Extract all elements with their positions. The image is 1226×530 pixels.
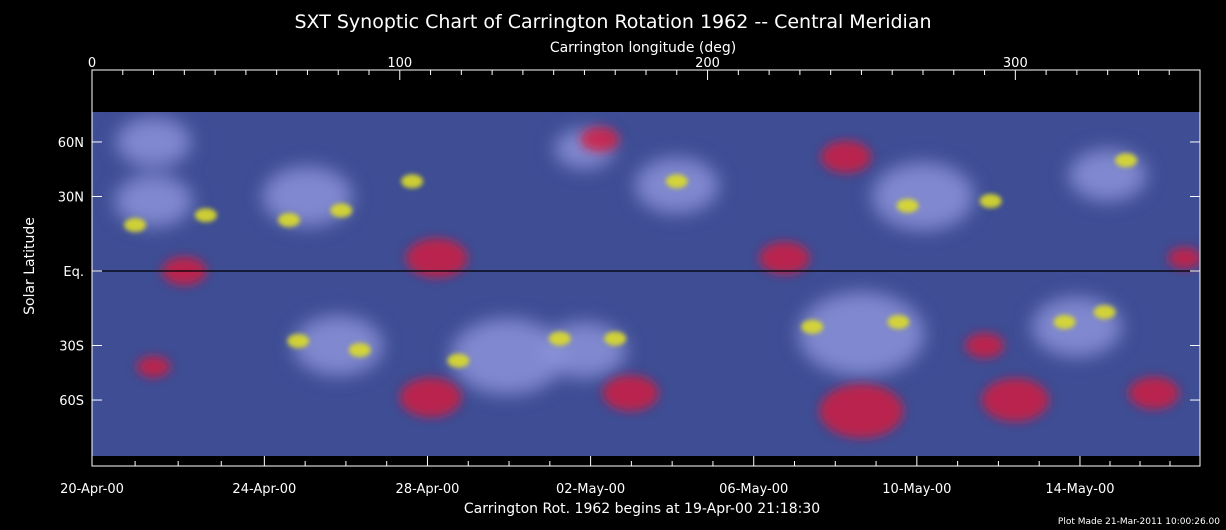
top-tick-label: 100 — [387, 56, 412, 71]
lat-tick-label: 30N — [58, 191, 84, 206]
active-region-2 — [194, 208, 217, 223]
loop-region-6 — [293, 315, 384, 376]
coronal-hole-2 — [580, 126, 620, 152]
coronal-hole-1 — [405, 238, 468, 278]
loop-region-1 — [114, 175, 193, 227]
coronal-hole-8 — [602, 375, 659, 412]
y-axis-label: Solar Latitude — [22, 217, 38, 315]
loop-region-8 — [542, 322, 627, 378]
active-region-16 — [887, 315, 910, 329]
plot-footer: Plot Made 21-Mar-2011 10:00:26.00 — [1058, 517, 1220, 527]
active-region-4 — [330, 203, 353, 218]
bottom-axis-label: Carrington Rot. 1962 begins at 19-Apr-00… — [464, 501, 820, 517]
date-tick-label: 28-Apr-00 — [396, 482, 460, 497]
active-region-17 — [1053, 315, 1076, 329]
active-region-13 — [548, 331, 571, 346]
active-region-18 — [1093, 305, 1116, 320]
active-region-12 — [447, 353, 470, 368]
lat-tick-label: 60N — [58, 136, 84, 151]
active-region-9 — [1115, 153, 1138, 168]
loop-region-12 — [116, 117, 192, 167]
loop-region-9 — [798, 292, 925, 376]
active-region-6 — [665, 174, 688, 189]
loop-region-7 — [450, 318, 565, 395]
lat-tick-label: Eq. — [63, 265, 84, 280]
date-tick-label: 24-Apr-00 — [232, 482, 296, 497]
lat-tick-label: 60S — [59, 394, 84, 409]
coronal-hole-3 — [820, 140, 872, 174]
top-tick-label: 0 — [88, 56, 96, 71]
coronal-hole-9 — [819, 384, 904, 438]
date-tick-label: 20-Apr-00 — [60, 482, 124, 497]
coronal-hole-13 — [1167, 247, 1200, 269]
loop-region-4 — [872, 162, 974, 231]
date-tick-label: 02-May-00 — [556, 482, 625, 497]
top-tick-label: 300 — [1003, 56, 1028, 71]
chart-axes: 0 100 200 300 60N 30N Eq. 30S 60S 14-May-00 10-May… — [58, 56, 1201, 497]
chart-title: SXT Synoptic Chart of Carrington Rotatio… — [294, 11, 931, 33]
lat-tick-label: 30S — [59, 340, 84, 355]
active-region-7 — [896, 198, 919, 213]
active-region-8 — [979, 194, 1002, 208]
date-tick-label: 06-May-00 — [719, 482, 788, 497]
active-region-10 — [287, 334, 310, 348]
active-region-5 — [401, 174, 424, 189]
top-tick-label: 200 — [695, 56, 720, 71]
active-region-1 — [124, 218, 147, 232]
date-tick-label: 10-May-00 — [882, 482, 951, 497]
date-tick-label: 14-May-00 — [1045, 482, 1114, 497]
active-region-11 — [348, 343, 371, 357]
active-region-3 — [278, 213, 300, 227]
active-region-15 — [801, 319, 824, 334]
coronal-hole-12 — [965, 332, 1005, 359]
top-axis-label: Carrington longitude (deg) — [550, 40, 736, 56]
loop-region-2 — [262, 166, 353, 227]
coronal-hole-4 — [759, 241, 810, 275]
coronal-hole-11 — [1128, 376, 1180, 410]
coronal-hole-10 — [981, 378, 1049, 422]
active-region-14 — [604, 331, 627, 346]
synoptic-image — [92, 112, 1200, 456]
coronal-hole-7 — [399, 377, 462, 418]
coronal-hole-6 — [136, 356, 171, 378]
